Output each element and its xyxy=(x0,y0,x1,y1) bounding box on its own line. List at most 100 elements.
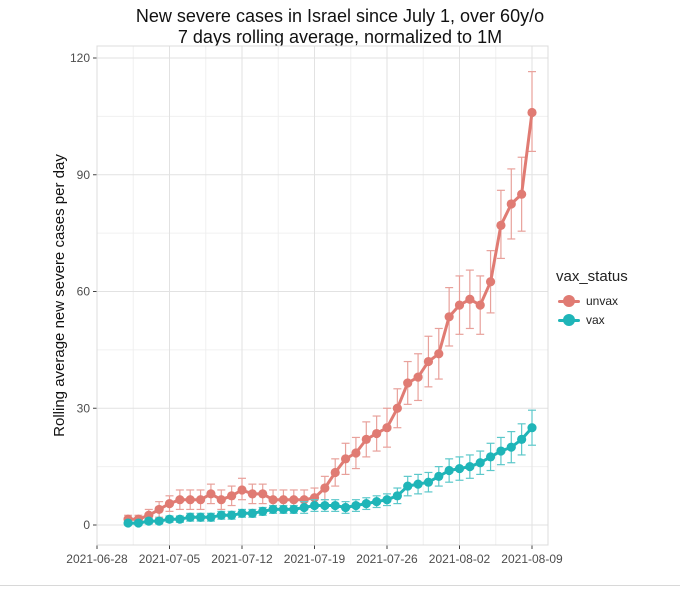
data-point-unvax xyxy=(485,277,496,287)
x-tick-label: 2021-08-09 xyxy=(501,552,563,566)
data-point-vax xyxy=(309,500,320,511)
data-point-vax xyxy=(485,452,496,462)
data-point-unvax xyxy=(258,489,268,499)
legend-item-vax: vax xyxy=(556,310,628,329)
data-point-unvax xyxy=(413,372,423,382)
x-tick-label: 2021-07-26 xyxy=(356,552,418,566)
x-tick-label: 2021-08-02 xyxy=(429,552,491,566)
data-point-unvax xyxy=(268,495,278,505)
data-point-vax xyxy=(351,500,361,511)
data-point-vax xyxy=(403,481,413,491)
legend: vax_status unvax vax xyxy=(556,268,628,329)
data-point-vax xyxy=(299,502,309,513)
legend-label-vax: vax xyxy=(586,312,605,327)
data-point-vax xyxy=(475,458,485,468)
data-point-vax xyxy=(154,516,164,526)
legend-item-unvax: unvax xyxy=(556,291,628,310)
data-point-vax xyxy=(247,508,257,518)
data-point-vax xyxy=(506,442,516,452)
bottom-divider xyxy=(0,585,680,586)
data-point-unvax xyxy=(154,504,164,515)
legend-label-unvax: unvax xyxy=(586,293,619,308)
data-point-vax xyxy=(444,465,454,476)
data-point-vax xyxy=(413,479,423,489)
data-point-unvax xyxy=(392,403,402,413)
data-point-vax xyxy=(237,508,247,518)
data-point-vax xyxy=(330,500,340,511)
data-point-vax xyxy=(361,498,371,509)
data-point-unvax xyxy=(496,220,506,230)
data-point-vax xyxy=(195,512,206,522)
y-tick-label: 60 xyxy=(77,285,91,299)
data-point-vax xyxy=(372,497,382,507)
data-point-vax xyxy=(289,504,299,515)
data-point-vax xyxy=(320,500,330,511)
plot-panel xyxy=(97,46,548,545)
data-point-unvax xyxy=(227,491,237,501)
data-point-unvax xyxy=(195,495,206,505)
y-tick-label: 30 xyxy=(77,401,91,415)
data-point-vax xyxy=(227,510,237,520)
data-point-unvax xyxy=(527,107,537,118)
data-point-vax xyxy=(382,495,392,505)
data-point-vax xyxy=(164,514,175,524)
data-point-unvax xyxy=(465,294,475,304)
data-point-unvax xyxy=(403,378,413,388)
data-point-unvax xyxy=(237,485,247,495)
data-point-unvax xyxy=(340,454,351,464)
data-point-unvax xyxy=(164,498,175,509)
data-point-unvax xyxy=(423,356,434,367)
x-tick-label: 2021-07-19 xyxy=(284,552,346,566)
y-axis-title: Rolling average new severe cases per day xyxy=(51,154,68,437)
data-point-unvax xyxy=(247,489,257,499)
data-point-unvax xyxy=(475,300,485,310)
legend-key-unvax xyxy=(556,294,582,308)
data-point-vax xyxy=(517,434,527,444)
x-tick-label: 2021-07-05 xyxy=(139,552,201,566)
data-point-vax xyxy=(278,504,289,515)
data-point-unvax xyxy=(216,495,226,505)
legend-title: vax_status xyxy=(556,268,628,285)
data-point-vax xyxy=(258,506,268,516)
data-point-vax xyxy=(423,477,434,487)
data-point-unvax xyxy=(185,495,195,505)
data-point-unvax xyxy=(434,349,444,359)
data-point-unvax xyxy=(351,448,361,458)
data-point-vax xyxy=(527,423,537,433)
data-point-vax xyxy=(185,512,195,522)
x-tick-label: 2021-07-12 xyxy=(211,552,273,566)
legend-key-vax xyxy=(556,313,582,327)
data-point-unvax xyxy=(278,495,289,505)
data-point-unvax xyxy=(206,489,216,499)
data-point-unvax xyxy=(444,312,454,322)
y-tick-label: 120 xyxy=(70,51,90,65)
data-point-vax xyxy=(216,510,226,520)
y-tick-label: 0 xyxy=(83,518,90,532)
y-tick-label: 90 xyxy=(77,168,91,182)
data-point-vax xyxy=(206,512,216,522)
series-line-vax xyxy=(128,426,534,525)
plot-border xyxy=(96,45,549,546)
data-point-unvax xyxy=(372,428,382,439)
x-tick-label: 2021-06-28 xyxy=(66,552,128,566)
data-point-unvax xyxy=(361,434,371,444)
data-point-unvax xyxy=(454,300,465,310)
chart-title-line-1: New severe cases in Israel since July 1,… xyxy=(135,6,545,26)
data-point-vax xyxy=(340,502,351,513)
data-point-unvax xyxy=(289,495,299,505)
data-point-vax xyxy=(454,463,465,474)
data-point-unvax xyxy=(330,467,340,478)
data-point-vax xyxy=(465,462,475,472)
data-point-unvax xyxy=(517,189,527,199)
data-point-vax xyxy=(392,491,402,501)
data-point-vax xyxy=(144,516,154,526)
data-point-unvax xyxy=(506,199,516,209)
chart-title-line-2: 7 days rolling average, normalized to 1M xyxy=(177,27,503,47)
data-point-vax xyxy=(268,504,278,515)
data-point-unvax xyxy=(382,423,392,433)
data-point-vax xyxy=(133,518,144,528)
data-point-vax xyxy=(434,471,444,481)
data-point-unvax xyxy=(320,483,330,493)
